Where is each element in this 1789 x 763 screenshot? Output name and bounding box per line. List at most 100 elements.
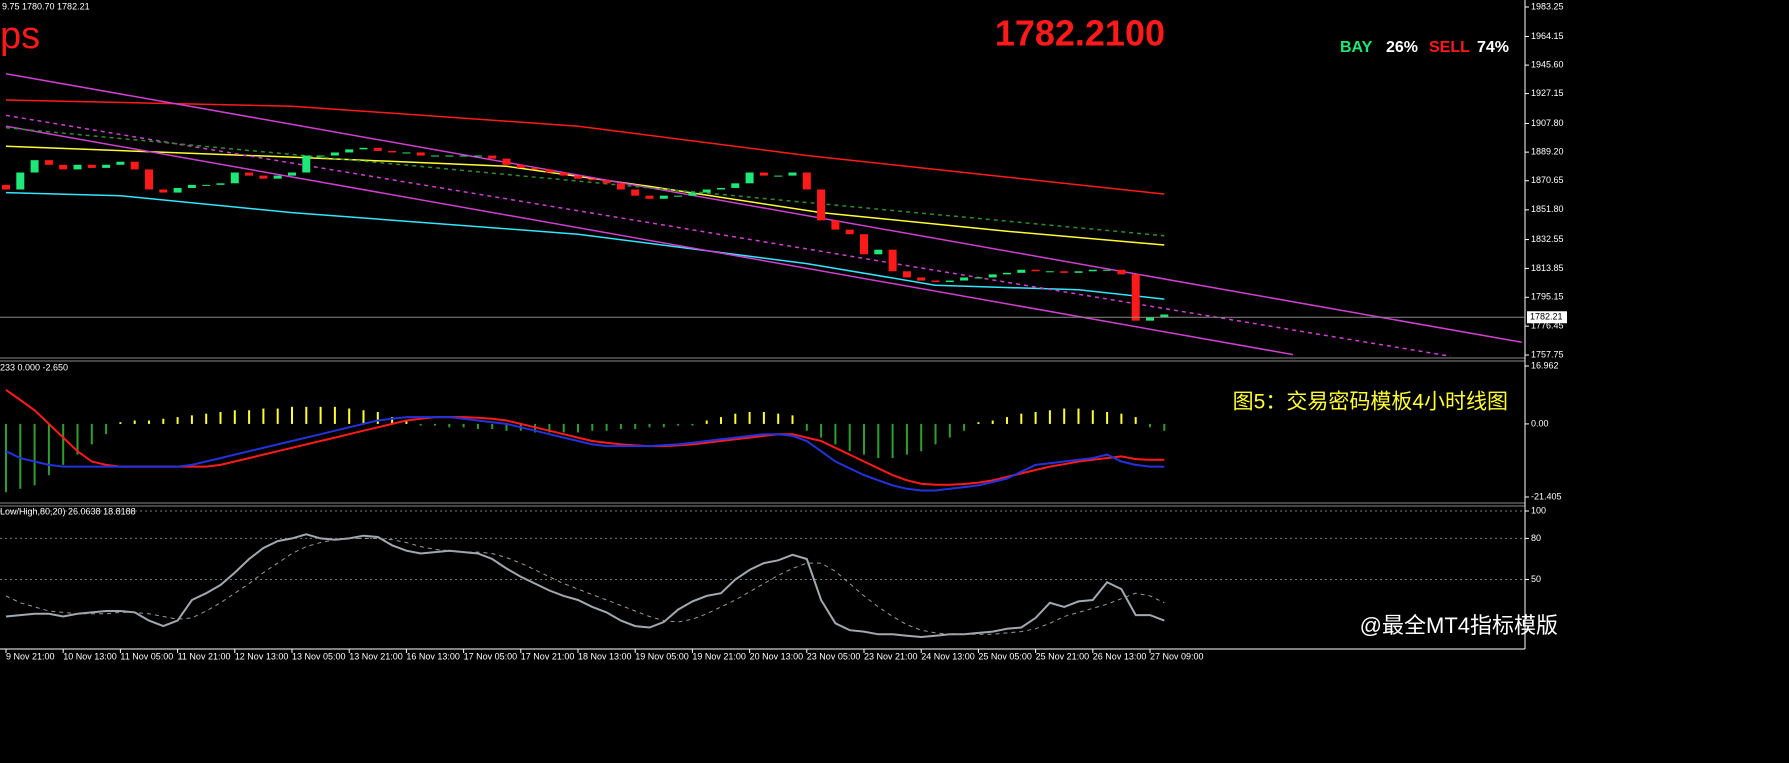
y-tick-label: 50 xyxy=(1531,574,1541,584)
histogram-bar xyxy=(476,423,479,430)
candle xyxy=(602,180,611,184)
y-tick-label: 1945.60 xyxy=(1531,59,1564,69)
candle xyxy=(44,160,53,165)
histogram-bar xyxy=(76,423,79,455)
candle xyxy=(845,229,854,235)
candle xyxy=(16,172,25,190)
histogram-bar xyxy=(662,423,665,428)
candle xyxy=(373,147,382,151)
histogram-bar xyxy=(720,417,722,424)
indicator-line xyxy=(5,99,1165,195)
candle xyxy=(288,172,296,176)
y-tick-label: 1927.15 xyxy=(1531,88,1564,98)
last-price-label: 1782.21 xyxy=(1530,312,1563,322)
histogram-bar xyxy=(105,423,108,435)
histogram-bar xyxy=(1077,408,1080,424)
histogram-bar xyxy=(777,413,780,424)
time-label: 10 Nov 13:00 xyxy=(63,651,117,661)
histogram-bar xyxy=(791,415,794,424)
candle xyxy=(1060,271,1069,273)
watermark: @最全MT4指标模版 xyxy=(1360,613,1558,638)
histogram-bar xyxy=(820,423,823,438)
time-label: 27 Nov 09:00 xyxy=(1150,651,1204,661)
candle xyxy=(1045,271,1054,273)
candle xyxy=(402,152,411,154)
price-big: 1782.2100 xyxy=(995,13,1165,54)
histogram-bar xyxy=(891,423,894,459)
time-label: 16 Nov 13:00 xyxy=(406,651,460,661)
histogram-bar xyxy=(1134,417,1137,424)
histogram-bar xyxy=(577,423,579,433)
candle xyxy=(1017,269,1026,273)
bay-pct: 26% xyxy=(1386,39,1418,56)
histogram-bar xyxy=(562,423,565,433)
candle xyxy=(502,158,511,165)
candle xyxy=(745,172,754,184)
candle xyxy=(116,161,125,165)
last-price-box xyxy=(1527,311,1567,324)
time-label: 23 Nov 21:00 xyxy=(864,651,918,661)
histogram-bar xyxy=(905,423,908,455)
candle xyxy=(230,172,239,184)
histogram-bar xyxy=(205,413,208,424)
candle xyxy=(774,175,783,177)
candle xyxy=(874,249,883,255)
histogram-bar xyxy=(648,423,651,428)
histogram-bar xyxy=(62,423,65,465)
histogram-bar xyxy=(5,423,7,493)
indicator-line xyxy=(5,191,1165,300)
candle xyxy=(2,184,10,190)
histogram-bar xyxy=(977,422,980,424)
histogram-bar xyxy=(276,408,279,424)
bay-label: BAY xyxy=(1340,39,1373,56)
candle xyxy=(759,172,768,176)
y-tick-label: 1983.25 xyxy=(1531,1,1564,11)
time-label: 26 Nov 13:00 xyxy=(1093,651,1147,661)
time-label: 11 Nov 05:00 xyxy=(120,651,173,661)
histogram-bar xyxy=(362,410,365,424)
macd-line xyxy=(5,416,1165,492)
candle xyxy=(273,175,282,179)
candle xyxy=(1103,269,1112,271)
candle xyxy=(216,183,225,185)
histogram-bar xyxy=(848,423,851,452)
histogram-bar xyxy=(963,423,966,431)
candle xyxy=(717,187,725,190)
candle xyxy=(631,189,640,196)
y-tick-label: 1813.85 xyxy=(1531,263,1564,273)
candle xyxy=(1160,314,1169,318)
histogram-bar xyxy=(448,423,451,428)
histogram-bar xyxy=(991,420,994,424)
indicator-line xyxy=(5,127,1165,237)
histogram-bar xyxy=(734,413,737,424)
histogram-bar xyxy=(262,408,265,424)
histogram-bar xyxy=(491,423,494,430)
candle xyxy=(588,178,597,181)
histogram-bar xyxy=(834,423,837,445)
candle xyxy=(330,152,339,156)
candle xyxy=(459,155,468,157)
y-tick-label: 1889.20 xyxy=(1531,147,1564,157)
candle xyxy=(817,189,826,221)
indicator-line xyxy=(5,145,1165,246)
candle xyxy=(30,160,39,173)
histogram-bar xyxy=(619,423,622,430)
stoch-line xyxy=(5,533,1165,639)
stoch-label: Low/High,80,20) 26.0638 18.8188 xyxy=(0,506,136,516)
candle xyxy=(102,164,111,168)
histogram-bar xyxy=(405,420,408,424)
candle xyxy=(917,277,926,281)
candle xyxy=(130,161,139,170)
histogram-bar xyxy=(634,423,637,430)
histogram-bar xyxy=(90,423,93,445)
indicator-line xyxy=(5,72,1522,344)
candle xyxy=(888,249,897,272)
histogram-bar xyxy=(920,423,923,452)
y-tick-label: 1832.55 xyxy=(1531,234,1564,244)
candle xyxy=(1031,269,1040,272)
histogram-bar xyxy=(376,411,379,424)
histogram-bar xyxy=(133,420,136,424)
histogram-bar xyxy=(762,411,765,424)
time-label: 18 Nov 13:00 xyxy=(578,651,632,661)
histogram-bar xyxy=(47,423,50,476)
